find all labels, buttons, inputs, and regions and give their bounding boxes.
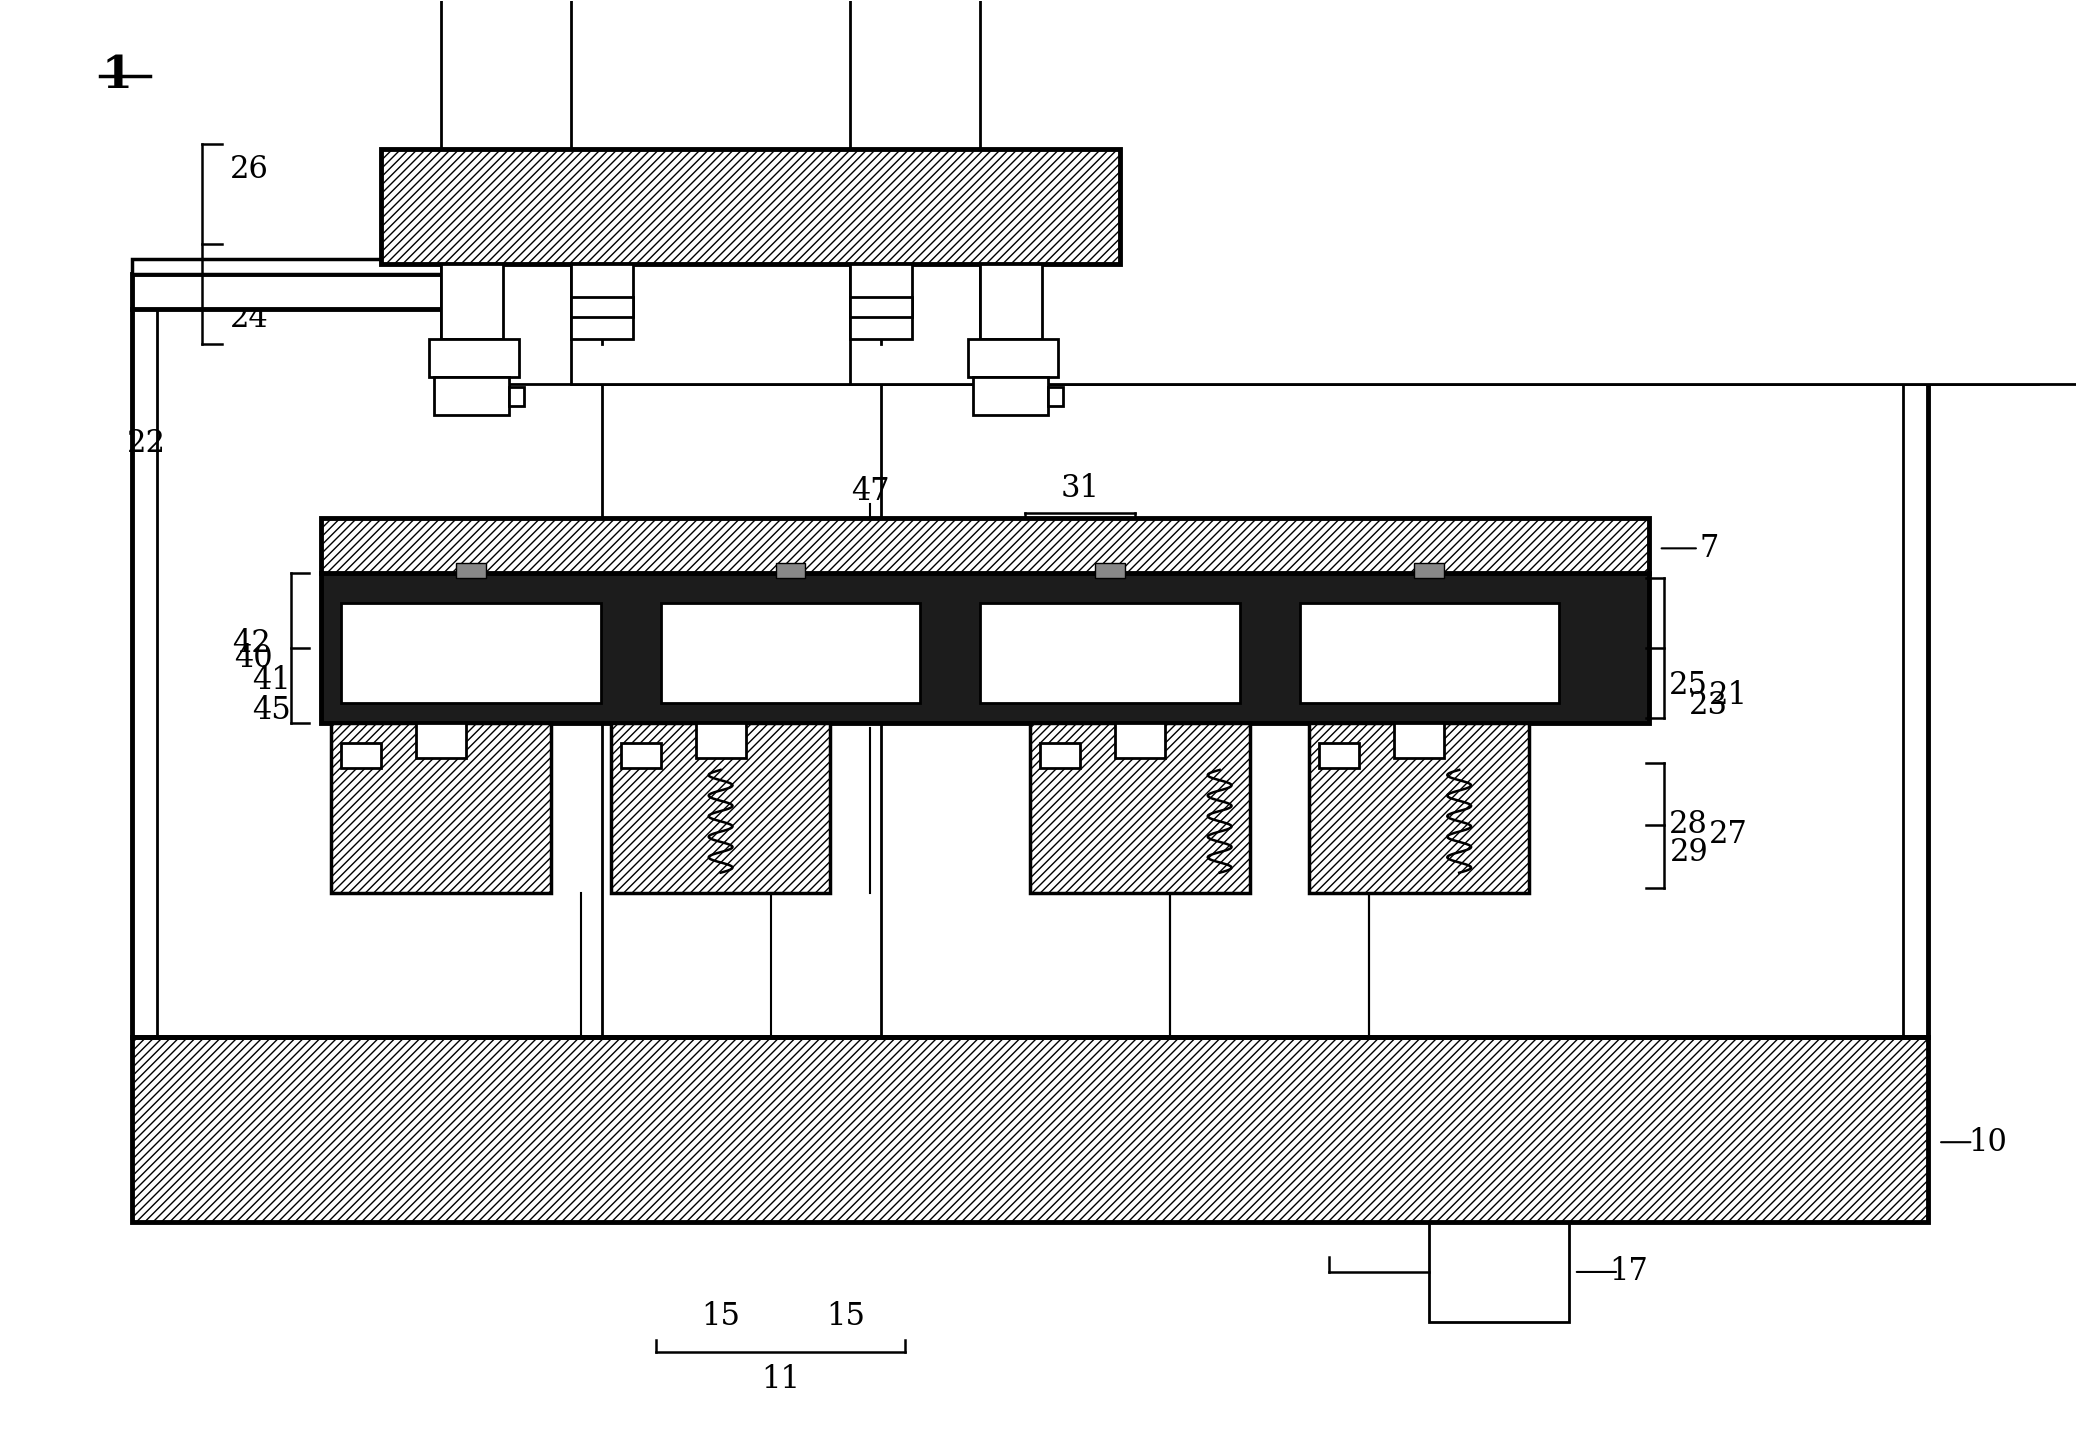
Bar — [131, 259, 1928, 273]
Text: 45: 45 — [251, 695, 291, 725]
Bar — [850, 0, 2039, 384]
Text: 7: 7 — [1700, 533, 1719, 564]
Bar — [341, 603, 601, 703]
Bar — [1430, 1222, 1569, 1322]
Bar — [968, 339, 1058, 376]
Text: 22: 22 — [127, 429, 166, 459]
Bar — [981, 603, 1241, 703]
Text: 23: 23 — [1689, 690, 1729, 721]
Bar — [621, 742, 661, 769]
Bar — [322, 574, 1648, 724]
Text: 25: 25 — [1669, 670, 1708, 700]
Bar — [1394, 724, 1444, 758]
Text: 15: 15 — [825, 1302, 864, 1332]
Text: 26: 26 — [231, 154, 268, 185]
Text: 51: 51 — [1251, 171, 1288, 202]
Bar — [341, 742, 380, 769]
Text: 52: 52 — [1251, 279, 1288, 309]
Text: 21: 21 — [1710, 680, 1748, 711]
Bar — [131, 273, 1928, 309]
Bar — [1320, 742, 1359, 769]
Bar — [1299, 603, 1558, 703]
Bar — [380, 150, 1120, 264]
Bar — [416, 724, 465, 758]
Text: 47: 47 — [852, 477, 889, 507]
Text: 31: 31 — [1060, 474, 1099, 504]
Text: 24: 24 — [231, 304, 268, 334]
Text: 42: 42 — [233, 628, 270, 658]
Bar — [850, 296, 912, 317]
Bar — [509, 386, 524, 405]
Bar — [571, 296, 634, 317]
Bar — [1415, 564, 1444, 578]
Bar — [571, 0, 1758, 384]
Text: 46: 46 — [725, 747, 765, 779]
Bar — [441, 264, 503, 339]
Bar — [850, 264, 912, 339]
Text: 28: 28 — [1669, 809, 1708, 840]
Bar — [571, 264, 634, 339]
Bar — [455, 564, 486, 578]
Text: 36: 36 — [696, 206, 736, 237]
Text: 29: 29 — [1669, 837, 1708, 869]
Text: 17: 17 — [1610, 1257, 1648, 1287]
Text: 56: 56 — [1968, 283, 2007, 314]
Bar — [1095, 564, 1124, 578]
Bar — [1116, 724, 1166, 758]
Bar — [696, 724, 746, 758]
Bar — [330, 724, 551, 892]
Bar — [1309, 724, 1529, 892]
Text: 34: 34 — [625, 206, 665, 237]
Bar — [1047, 386, 1064, 405]
Text: 27: 27 — [1710, 819, 1748, 850]
Text: 15: 15 — [700, 1302, 740, 1332]
Bar — [322, 519, 1648, 574]
Bar — [441, 0, 1629, 384]
Bar — [1031, 724, 1249, 892]
Text: 10: 10 — [1968, 1126, 2007, 1158]
Bar — [661, 603, 921, 703]
Bar — [973, 376, 1047, 414]
Bar — [611, 724, 831, 892]
Text: 35: 35 — [1033, 536, 1072, 567]
Text: 33: 33 — [1089, 536, 1128, 567]
Text: 41: 41 — [251, 664, 291, 696]
Text: 50: 50 — [1340, 192, 1380, 222]
Bar — [775, 564, 806, 578]
Bar — [981, 0, 2078, 384]
Text: 32: 32 — [661, 144, 700, 174]
Text: 1: 1 — [102, 54, 133, 97]
Text: 11: 11 — [761, 1364, 800, 1395]
Bar — [981, 264, 1041, 339]
Bar — [434, 376, 509, 414]
Bar — [430, 339, 520, 376]
Bar — [131, 1037, 1928, 1222]
Bar — [1039, 742, 1081, 769]
Text: 40: 40 — [235, 642, 272, 674]
